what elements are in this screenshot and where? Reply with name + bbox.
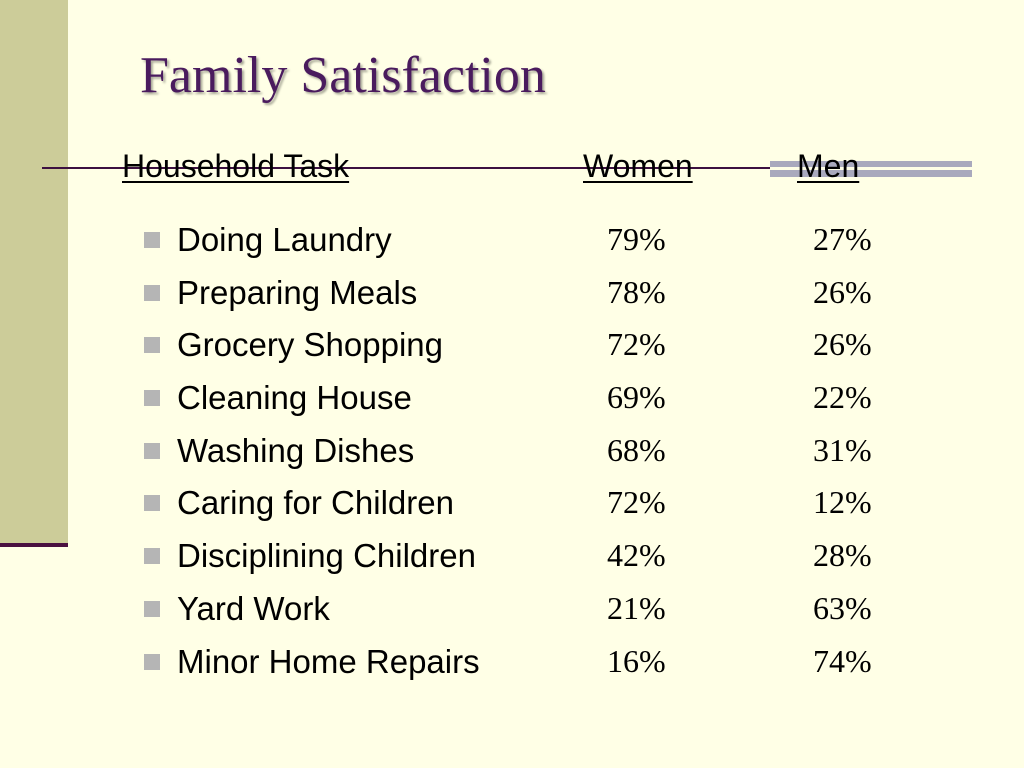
table-row: Cleaning House 69% 22%: [140, 376, 940, 429]
column-header-men: Men: [797, 148, 860, 184]
men-value: 22%: [813, 379, 872, 416]
column-header-task: Household Task: [122, 148, 350, 184]
task-label: Washing Dishes: [177, 431, 415, 469]
table-row: Preparing Meals 78% 26%: [140, 271, 940, 324]
square-bullet-icon: [144, 548, 160, 565]
table-row: Minor Home Repairs 16% 74%: [140, 640, 940, 693]
women-value: 72%: [607, 484, 666, 521]
table-row: Doing Laundry 79% 27%: [140, 218, 940, 271]
square-bullet-icon: [144, 390, 160, 407]
task-label: Grocery Shopping: [177, 326, 443, 364]
men-value: 26%: [813, 273, 872, 310]
column-header-women: Women: [583, 148, 693, 184]
square-bullet-icon: [144, 284, 160, 301]
men-value: 74%: [813, 642, 872, 679]
women-value: 78%: [607, 273, 666, 310]
table-row: Disciplining Children 42% 28%: [140, 534, 940, 587]
women-value: 68%: [607, 431, 666, 468]
square-bullet-icon: [144, 495, 160, 512]
square-bullet-icon: [144, 653, 160, 670]
table-row: Caring for Children 72% 12%: [140, 481, 940, 534]
task-label: Doing Laundry: [177, 221, 392, 258]
task-label: Minor Home Repairs: [177, 642, 480, 680]
men-value: 28%: [813, 537, 872, 574]
task-label: Cleaning House: [177, 379, 412, 417]
men-value: 31%: [813, 431, 872, 468]
left-decor-band: [0, 0, 68, 545]
task-label: Caring for Children: [177, 484, 454, 522]
men-value: 26%: [813, 326, 872, 363]
women-value: 21%: [607, 589, 666, 626]
women-value: 42%: [607, 537, 666, 574]
square-bullet-icon: [144, 442, 160, 459]
men-value: 63%: [813, 589, 872, 626]
women-value: 16%: [607, 642, 666, 679]
table-row: Grocery Shopping 72% 26%: [140, 323, 940, 376]
task-label: Yard Work: [177, 589, 330, 627]
square-bullet-icon: [144, 337, 160, 354]
men-value: 27%: [813, 221, 872, 257]
table-row: Yard Work 21% 63%: [140, 587, 940, 640]
women-value: 69%: [607, 379, 666, 416]
women-value: 72%: [607, 326, 666, 363]
square-bullet-icon: [144, 232, 160, 248]
task-table: Doing Laundry 79% 27% Preparing Meals 78…: [140, 218, 940, 692]
men-value: 12%: [813, 484, 872, 521]
square-bullet-icon: [144, 600, 160, 617]
left-decor-rule: [0, 543, 68, 547]
header-divider-line: [42, 167, 782, 169]
task-label: Preparing Meals: [177, 273, 418, 311]
slide-title: Family Satisfaction: [140, 47, 546, 104]
header-divider-accent: [770, 161, 972, 177]
table-row: Washing Dishes 68% 31%: [140, 429, 940, 482]
women-value: 79%: [607, 221, 666, 257]
task-label: Disciplining Children: [177, 537, 476, 575]
